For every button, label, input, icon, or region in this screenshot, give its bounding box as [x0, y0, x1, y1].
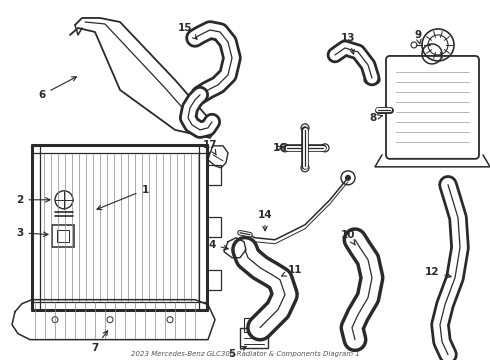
Text: 2023 Mercedes-Benz GLC300 Radiator & Components Diagram 1: 2023 Mercedes-Benz GLC300 Radiator & Com…: [130, 351, 360, 357]
Text: 6: 6: [38, 77, 76, 100]
Circle shape: [301, 164, 309, 172]
Bar: [52, 225, 74, 247]
Text: 8: 8: [369, 113, 382, 123]
Text: 15: 15: [178, 23, 197, 39]
Circle shape: [345, 175, 351, 181]
Text: 10: 10: [341, 230, 355, 245]
Text: 11: 11: [282, 265, 302, 276]
Circle shape: [321, 144, 329, 152]
Text: 16: 16: [273, 143, 287, 153]
Circle shape: [281, 144, 289, 152]
Text: 14: 14: [258, 210, 272, 231]
Text: 5: 5: [228, 346, 246, 359]
Text: 3: 3: [16, 228, 48, 238]
Circle shape: [301, 124, 309, 132]
Text: 4: 4: [208, 240, 228, 250]
Text: 12: 12: [425, 267, 451, 278]
Text: 13: 13: [341, 33, 355, 54]
Text: 17: 17: [203, 140, 217, 155]
Text: 2: 2: [16, 195, 50, 205]
Text: 7: 7: [91, 331, 108, 353]
Text: 1: 1: [97, 185, 148, 210]
Bar: [240, 328, 268, 348]
Text: 9: 9: [415, 30, 421, 44]
Bar: [57, 230, 69, 242]
Bar: [244, 318, 264, 332]
